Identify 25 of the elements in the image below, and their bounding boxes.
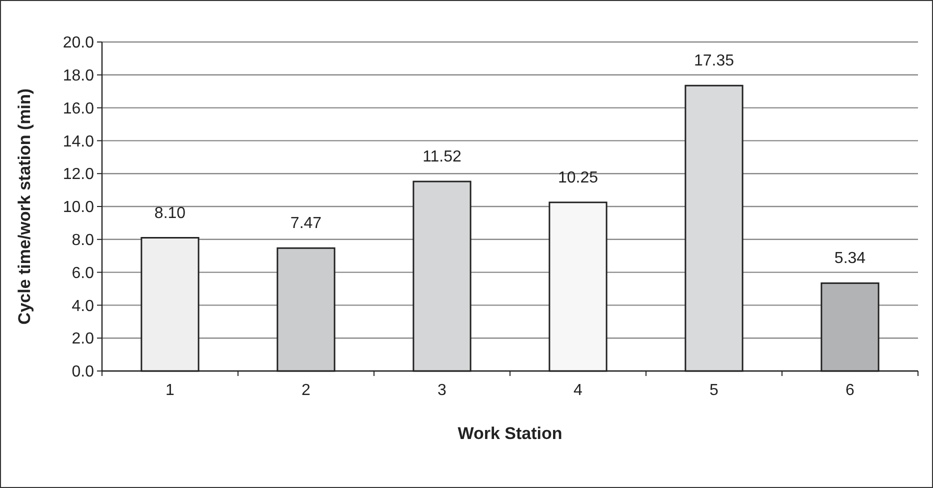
data-label: 10.25	[558, 169, 598, 186]
data-label: 11.52	[422, 148, 462, 166]
y-tick-label: 10.0	[62, 199, 94, 216]
y-tick-label: 18.0	[62, 68, 94, 84]
x-axis-title: Work Station	[458, 424, 562, 443]
x-tick-label: 4	[574, 382, 583, 399]
data-label: 7.47	[290, 215, 322, 232]
y-tick-label: 16.0	[62, 100, 94, 118]
data-label: 17.35	[694, 52, 734, 70]
y-tick-label: 12.0	[62, 166, 94, 184]
y-tick-label: 8.0	[72, 232, 94, 249]
y-tick-label: 0.0	[72, 364, 94, 381]
x-tick-label: 2	[302, 382, 311, 399]
x-tick-label: 3	[438, 382, 447, 399]
y-tick-label: 2.0	[72, 330, 94, 348]
x-tick-label: 5	[710, 382, 719, 399]
data-label: 5.34	[834, 250, 866, 268]
y-tick-label: 4.0	[72, 298, 94, 315]
data-label: 8.10	[154, 204, 186, 222]
y-tick-label: 14.0	[62, 133, 94, 150]
y-axis-title: Cycle time/work station (min)	[15, 88, 34, 325]
y-tick-label: 20.0	[62, 34, 94, 52]
x-tick-label: 1	[166, 382, 175, 399]
y-tick-label: 6.0	[72, 264, 94, 282]
x-tick-label: 6	[846, 382, 855, 399]
